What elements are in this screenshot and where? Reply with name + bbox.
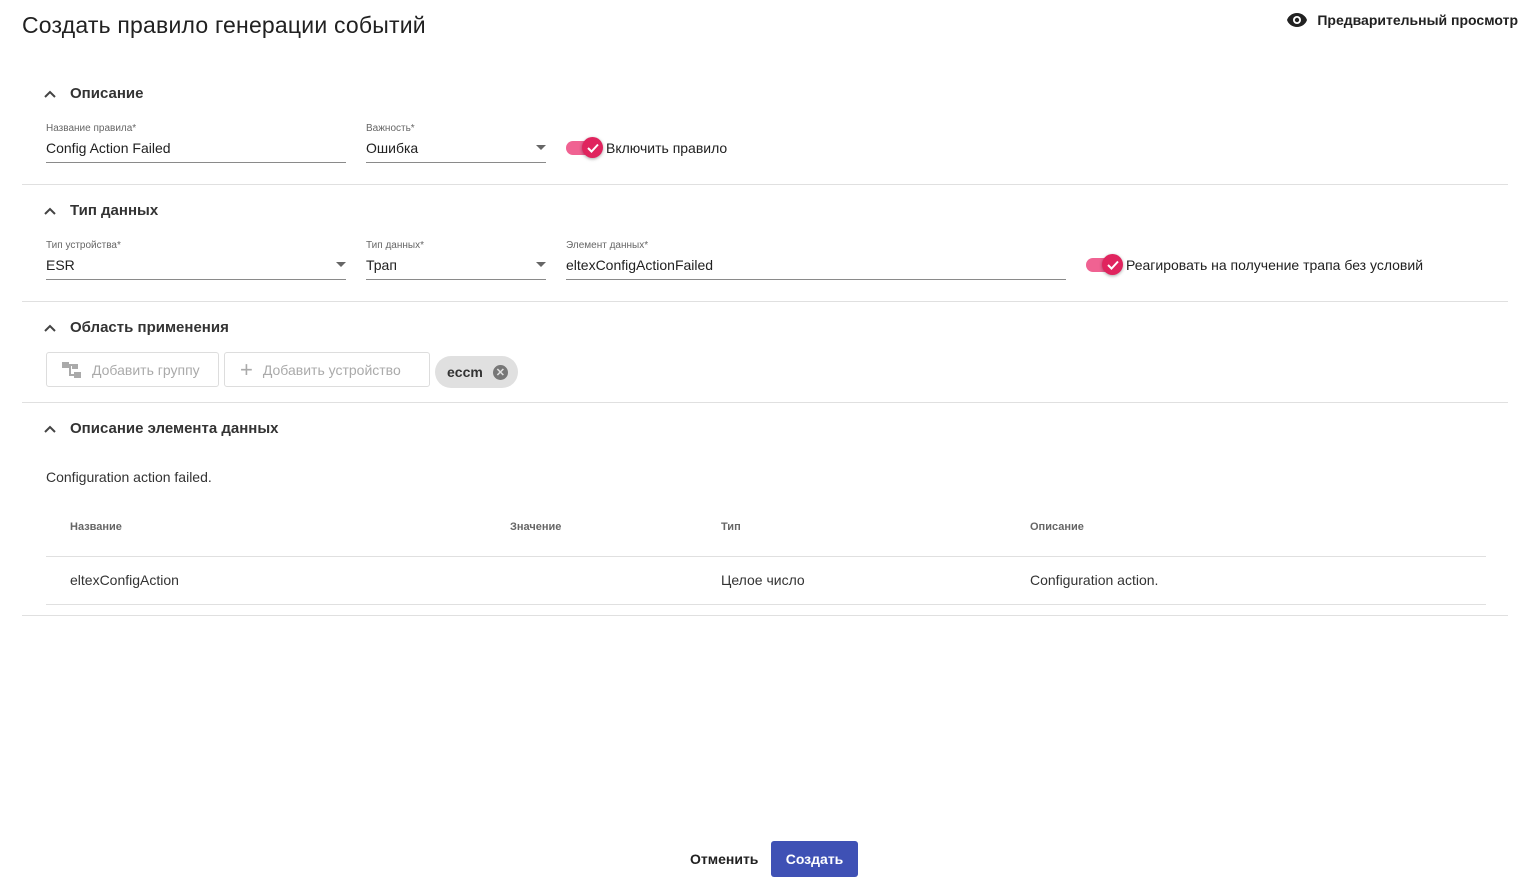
severity-value: Ошибка <box>366 140 419 156</box>
cell-name: eltexConfigAction <box>70 572 179 588</box>
dropdown-arrow-icon <box>536 145 546 150</box>
add-group-button[interactable]: Добавить группу <box>46 352 219 387</box>
scope-chip: eccm ✕ <box>435 356 518 388</box>
device-type-select[interactable]: Тип устройства* ESR <box>46 240 346 280</box>
severity-label: Важность* <box>366 123 415 134</box>
section-element-desc-toggle[interactable]: Описание элемента данных <box>44 420 278 437</box>
check-icon <box>1102 254 1123 275</box>
data-kind-label: Тип данных* <box>366 240 424 251</box>
add-device-label: Добавить устройство <box>262 361 401 378</box>
add-group-label: Добавить группу <box>92 361 200 378</box>
plus-icon: + <box>240 356 253 382</box>
unconditional-trap-toggle[interactable]: Реагировать на получение трапа без услов… <box>1086 254 1424 275</box>
device-type-label: Тип устройства* <box>46 240 121 251</box>
section-scope-toggle[interactable]: Область применения <box>44 319 229 336</box>
check-icon <box>582 137 603 158</box>
section-element-desc-title: Описание элемента данных <box>70 420 279 437</box>
divider <box>22 615 1508 616</box>
rule-name-input[interactable]: Config Action Failed <box>46 140 171 156</box>
enable-rule-label: Включить правило <box>606 140 728 156</box>
divider <box>22 402 1508 403</box>
table-row: eltexConfigAction Целое число Configurat… <box>46 557 1486 605</box>
section-data-type-toggle[interactable]: Тип данных <box>44 202 158 219</box>
column-header-description: Описание <box>1030 521 1084 533</box>
section-data-type-title: Тип данных <box>70 202 159 219</box>
remove-chip-icon[interactable]: ✕ <box>492 364 508 380</box>
data-element-input[interactable]: eltexConfigActionFailed <box>566 257 714 273</box>
eye-icon <box>1287 13 1308 27</box>
element-description-text: Configuration action failed. <box>46 469 212 485</box>
chevron-up-icon <box>44 90 56 98</box>
add-device-button[interactable]: + Добавить устройство <box>224 352 430 387</box>
enable-rule-toggle[interactable]: Включить правило <box>566 137 728 158</box>
severity-select[interactable]: Важность* Ошибка <box>366 123 546 163</box>
preview-label: Предварительный просмотр <box>1317 12 1518 28</box>
parameters-table: Название Значение Тип Описание eltexConf… <box>46 510 1486 605</box>
data-element-label: Элемент данных* <box>566 240 649 251</box>
cell-type: Целое число <box>721 572 805 588</box>
data-element-field[interactable]: Элемент данных* eltexConfigActionFailed <box>566 240 1066 280</box>
column-header-value: Значение <box>510 521 562 533</box>
data-kind-select[interactable]: Тип данных* Трап <box>366 240 546 280</box>
cancel-button[interactable]: Отменить <box>690 851 759 867</box>
chevron-up-icon <box>44 207 56 215</box>
divider <box>22 184 1508 185</box>
rule-name-field[interactable]: Название правила* Config Action Failed <box>46 123 346 163</box>
chip-label: eccm <box>447 364 483 380</box>
unconditional-trap-label: Реагировать на получение трапа без услов… <box>1126 257 1424 273</box>
create-button[interactable]: Создать <box>771 841 858 877</box>
page-title: Создать правило генерации событий <box>22 12 426 38</box>
column-header-type: Тип <box>721 521 741 533</box>
divider <box>22 301 1508 302</box>
dropdown-arrow-icon <box>536 262 546 267</box>
dropdown-arrow-icon <box>336 262 346 267</box>
preview-button[interactable]: Предварительный просмотр <box>1286 12 1518 28</box>
device-type-value: ESR <box>46 257 75 273</box>
section-description-toggle[interactable]: Описание <box>44 85 143 102</box>
data-kind-value: Трап <box>366 257 397 273</box>
column-header-name: Название <box>70 521 122 533</box>
chevron-up-icon <box>44 324 56 332</box>
rule-name-label: Название правила* <box>46 123 137 134</box>
section-description-title: Описание <box>70 85 144 102</box>
section-scope-title: Область применения <box>70 319 229 336</box>
tree-icon <box>62 361 81 378</box>
cell-description: Configuration action. <box>1030 572 1159 588</box>
chevron-up-icon <box>44 425 56 433</box>
